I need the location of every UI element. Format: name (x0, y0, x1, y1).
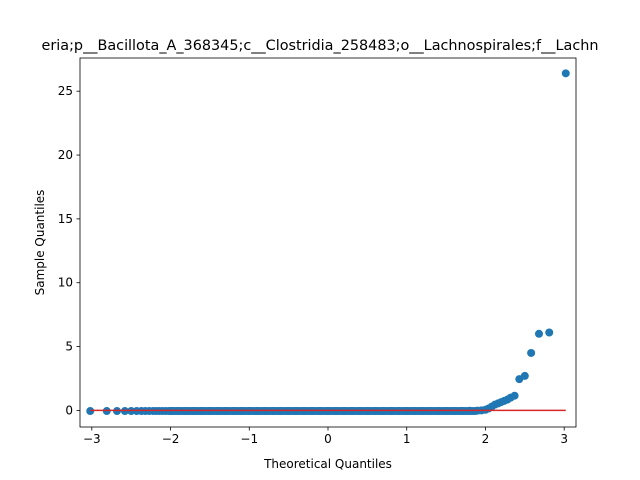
x-tick-label: 0 (324, 432, 332, 446)
x-tick-label: −2 (162, 432, 180, 446)
data-point (561, 69, 570, 78)
data-point (520, 371, 529, 380)
chart-title: eria;p__Bacillota_A_368345;c__Clostridia… (42, 38, 599, 54)
y-tick-label: 20 (58, 148, 73, 162)
x-tick-label: −1 (240, 432, 258, 446)
y-tick-label: 0 (65, 403, 73, 417)
x-tick-label: 2 (482, 432, 490, 446)
plot-area (86, 69, 570, 416)
y-tick-label: 10 (58, 276, 73, 290)
x-tick-label: 3 (560, 432, 568, 446)
y-axis: 0 5 10 15 20 25 (58, 84, 80, 417)
y-tick-label: 5 (65, 340, 73, 354)
y-tick-label: 15 (58, 212, 73, 226)
x-axis-label: Theoretical Quantiles (263, 457, 392, 471)
data-point (527, 348, 536, 357)
y-tick-label: 25 (58, 84, 73, 98)
data-point (545, 328, 554, 337)
x-axis: −3 −2 −1 0 1 2 3 (83, 427, 568, 446)
x-tick-label: −3 (83, 432, 101, 446)
data-point (534, 329, 543, 338)
y-axis-label: Sample Quantiles (33, 190, 47, 296)
data-point (510, 391, 519, 400)
axes-frame (79, 57, 577, 428)
x-tick-label: 1 (403, 432, 411, 446)
